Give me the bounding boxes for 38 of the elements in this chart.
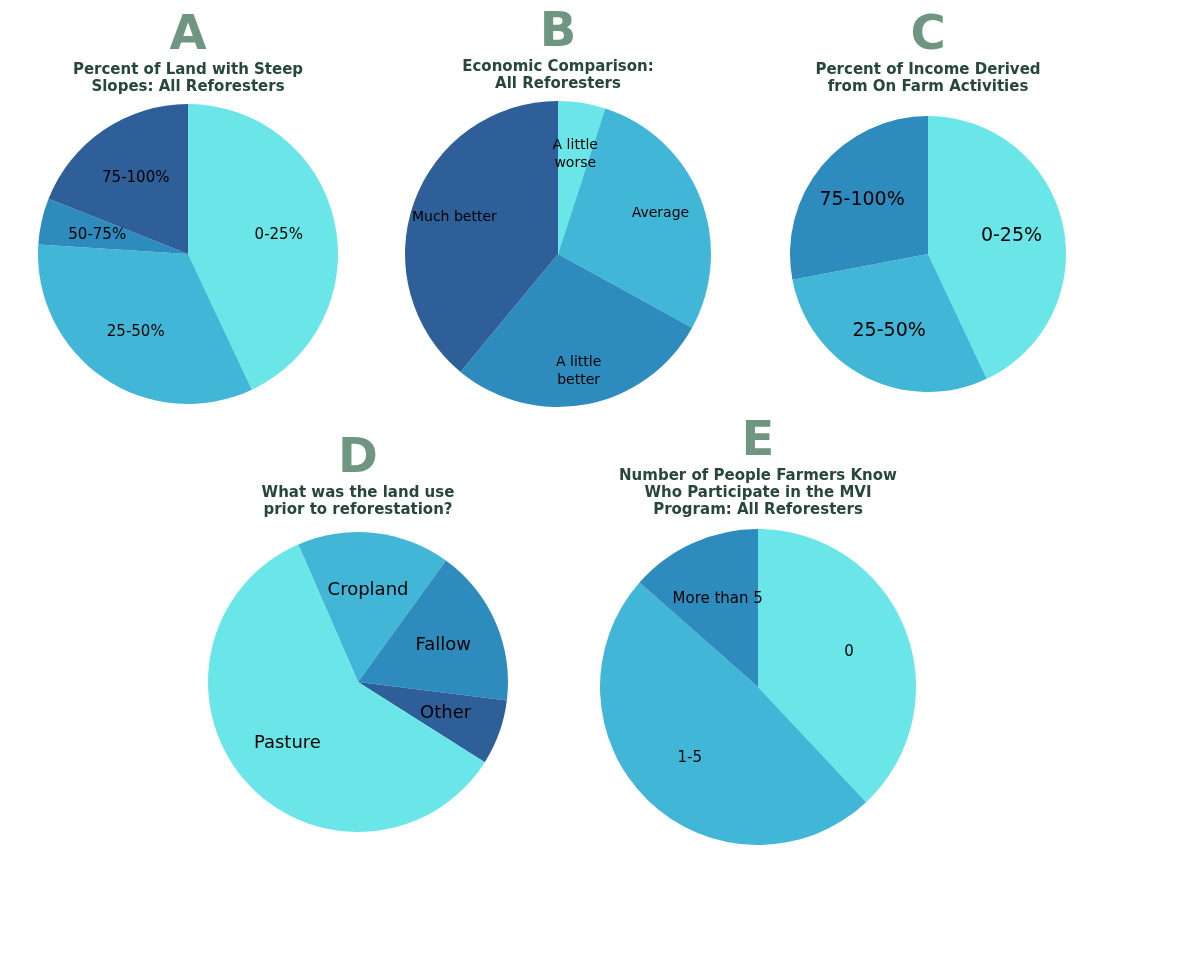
chart-subtitle: Number of People Farmers Know Who Participate in the MVI Program: All Reforesters [619, 466, 898, 518]
slice-label: Average [631, 204, 690, 221]
slice-label: More than 5 [672, 588, 763, 607]
slice-label: Much better [411, 207, 497, 224]
slice-label: Other [420, 701, 472, 723]
pie-slice [600, 582, 867, 845]
chart-subtitle: Percent of Land with Steep Slopes: All Reforesters [72, 60, 304, 95]
slice-label: Fallow [415, 632, 472, 654]
slice-label: A little better [555, 353, 602, 388]
slice-label: 0-25% [254, 224, 303, 243]
pie-slice [358, 682, 507, 763]
slice-label: Pasture [253, 730, 321, 752]
pie-slice [460, 254, 693, 407]
pie-slice [38, 198, 188, 254]
slice-label: 50-75% [68, 224, 127, 243]
pie-slice [208, 544, 485, 832]
slice-label: 1-5 [677, 748, 703, 767]
pie-slice [790, 116, 928, 280]
pie-slice [48, 104, 188, 254]
slice-label: Cropland [327, 577, 409, 599]
chart-title: A [169, 4, 207, 60]
pie-slice [188, 104, 338, 390]
chart-subtitle: Economic Comparison: All Reforesters [462, 57, 654, 92]
chart-title: E [741, 410, 775, 466]
chart-title: D [338, 427, 378, 483]
slice-label: 25-50% [852, 318, 926, 341]
slice-label: 0 [844, 641, 854, 660]
slice-label: 25-50% [106, 321, 165, 340]
pie-slice [38, 244, 252, 404]
pie-slice [792, 254, 987, 392]
chart-subtitle: Percent of Income Derived from On Farm Activities [815, 60, 1041, 95]
chart-title: B [539, 1, 577, 57]
slice-label: 75-100% [102, 168, 170, 187]
slice-label: 0-25% [980, 223, 1043, 246]
slice-label: 75-100% [819, 187, 905, 210]
chart-title: C [910, 4, 946, 60]
pie-slice [928, 116, 1066, 379]
chart-subtitle: What was the land use prior to reforestation? [261, 483, 455, 518]
